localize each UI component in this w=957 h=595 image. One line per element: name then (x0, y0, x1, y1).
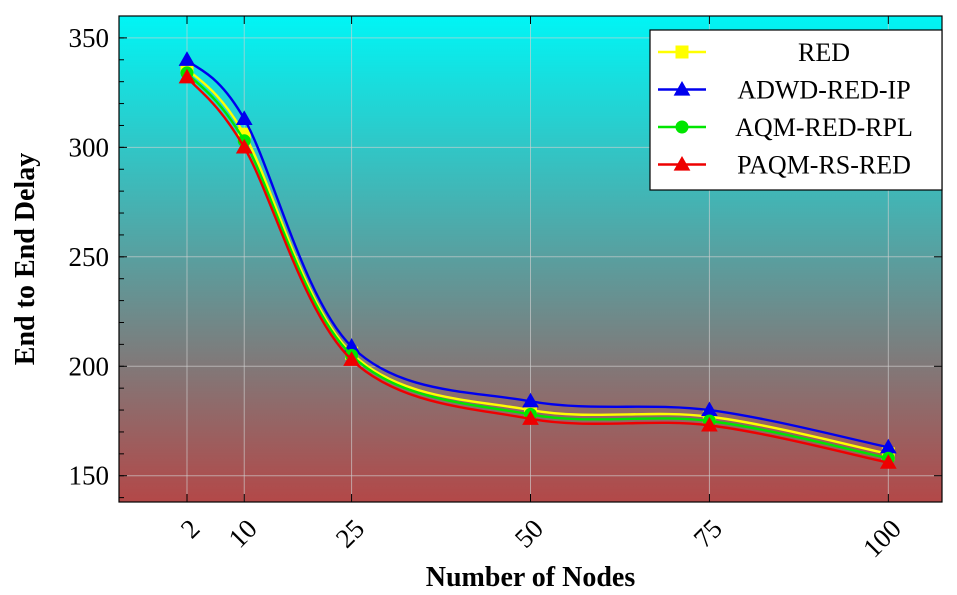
x-tick-label: 25 (330, 513, 370, 553)
y-tick-label: 200 (69, 351, 110, 381)
data-point-marker (879, 454, 897, 469)
x-tick-label: 2 (175, 513, 206, 544)
data-point-marker (178, 51, 196, 66)
legend-label: AQM-RED-RPL (735, 113, 913, 142)
legend-item: AQM-RED-RPL (658, 113, 913, 142)
x-axis-title: Number of Nodes (426, 562, 636, 590)
x-axis-tick-labels: 2 10 25 50 75 100 (175, 513, 907, 563)
data-point-marker (673, 155, 691, 171)
data-point-marker (675, 120, 689, 134)
y-tick-label: 350 (69, 23, 110, 53)
y-axis-title: End to End Delay (10, 153, 41, 365)
x-tick-label: 100 (857, 513, 907, 563)
data-point-marker (701, 416, 718, 432)
series-group (178, 51, 897, 469)
series-paqm-rs-red (178, 68, 897, 469)
data-point-marker (522, 410, 539, 425)
data-point-marker (235, 110, 253, 126)
x-tick-label: 75 (688, 513, 728, 553)
legend-label: ADWD-RED-IP (737, 76, 910, 105)
legend-item: PAQM-RS-RED (658, 151, 911, 180)
legend-item: ADWD-RED-IP (658, 76, 911, 105)
axis-ticks (119, 15, 942, 502)
y-tick-label: 250 (69, 242, 110, 272)
data-point-marker (675, 45, 689, 59)
series-adwd-red-ip (178, 51, 897, 454)
legend-label: PAQM-RS-RED (737, 151, 911, 180)
legend-label: RED (798, 38, 850, 67)
y-tick-label: 150 (69, 461, 110, 491)
x-tick-label: 10 (222, 513, 262, 553)
legend-item: RED (658, 38, 850, 67)
y-tick-label: 300 (69, 132, 110, 162)
data-point-marker (235, 138, 253, 154)
x-tick-label: 50 (509, 513, 549, 553)
data-point-marker (178, 68, 196, 84)
y-axis-tick-labels: 150 200 250 300 350 (69, 23, 110, 491)
data-point-marker (343, 351, 360, 366)
legend: RED ADWD-RED-IP AQM-RED-RPL PAQM-RS-RED (649, 29, 943, 191)
data-point-marker (673, 80, 691, 96)
data-point-marker (522, 392, 539, 408)
